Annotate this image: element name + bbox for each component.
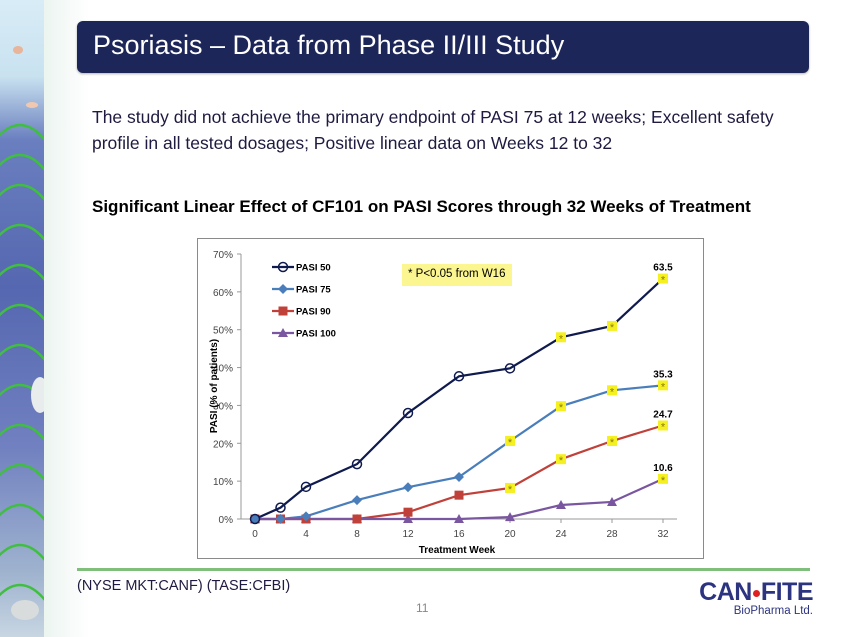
significant-point-pasi-75-glyph: * [610, 386, 615, 398]
significant-point-pasi-75-glyph: * [559, 402, 564, 414]
significant-point-pasi-100-glyph: * [661, 475, 666, 487]
y-axis-title: PASI (% of patients) [209, 339, 220, 433]
y-tick-label: 70% [213, 250, 233, 261]
data-point-pasi-50 [402, 407, 414, 419]
series-line-pasi-50 [254, 277, 664, 521]
significant-point-pasi-90 [505, 482, 515, 493]
x-tick-label: 0 [252, 529, 258, 540]
y-tick-label: 20% [213, 439, 233, 450]
data-point-pasi-75 [275, 514, 286, 524]
data-point-pasi-50 [275, 502, 286, 513]
company-logo: CAN FITE BioPharma Ltd. [688, 578, 813, 618]
significant-point-pasi-90 [658, 420, 668, 431]
significant-point-pasi-100 [658, 473, 668, 484]
legend-marker-pasi-50 [277, 261, 289, 273]
title-bar: Psoriasis – Data from Phase II/III Study [77, 21, 809, 73]
y-tick-label: 50% [213, 326, 233, 337]
data-point-pasi-75 [352, 495, 362, 506]
significant-point-pasi-90-glyph: * [661, 421, 666, 433]
data-point-pasi-90 [352, 514, 362, 524]
data-point-pasi-50 [300, 481, 312, 493]
data-point-pasi-50 [351, 458, 363, 470]
legend-label-pasi-100: PASI 100 [296, 329, 336, 340]
data-point-pasi-75 [454, 471, 464, 482]
data-point-pasi-75 [301, 511, 311, 522]
data-point-pasi-50 [453, 371, 465, 382]
significant-point-pasi-75 [658, 380, 668, 391]
x-tick-label: 12 [402, 529, 414, 540]
significant-point-pasi-75-glyph: * [661, 381, 666, 393]
data-label-pasi-50: 63.5 [653, 263, 673, 274]
significant-point-pasi-90-glyph: * [559, 455, 564, 467]
data-point-pasi-75 [250, 514, 260, 524]
significant-point-pasi-50 [658, 273, 668, 284]
data-point-pasi-50 [249, 513, 261, 525]
data-point-pasi-75 [403, 482, 413, 493]
logo-wordmark: CAN FITE [699, 578, 813, 607]
data-point-pasi-50 [504, 363, 516, 374]
data-point-pasi-100 [505, 512, 515, 522]
y-tick-label: 0% [219, 515, 234, 526]
significant-point-pasi-50 [556, 332, 566, 343]
annotation-text: * P<0.05 from W16 [408, 268, 506, 280]
legend-marker-pasi-100 [278, 328, 288, 337]
significant-point-pasi-75 [607, 385, 617, 396]
significant-point-pasi-90-glyph: * [610, 437, 615, 449]
legend-label-pasi-50: PASI 50 [296, 263, 331, 274]
data-point-pasi-100 [607, 496, 617, 506]
significant-point-pasi-75 [505, 436, 515, 447]
logo-subtitle: BioPharma Ltd. [733, 605, 813, 617]
logo-dot-icon [752, 589, 760, 597]
data-point-pasi-100 [454, 514, 464, 523]
x-tick-label: 16 [453, 529, 465, 540]
data-label-pasi-100: 10.6 [653, 463, 673, 474]
significant-point-pasi-50-glyph: * [559, 333, 564, 345]
legend-marker-pasi-90 [278, 306, 288, 316]
x-tick-label: 4 [303, 529, 309, 540]
data-point-pasi-100 [556, 499, 566, 509]
logo-part1: CAN [699, 578, 752, 606]
x-tick-label: 28 [606, 529, 618, 540]
legend-label-pasi-90: PASI 90 [296, 307, 331, 318]
significant-point-pasi-75-glyph: * [508, 437, 513, 449]
y-tick-label: 30% [213, 401, 233, 412]
significant-point-pasi-50 [607, 320, 617, 331]
decorative-fade [44, 0, 90, 637]
significant-point-pasi-90 [556, 454, 566, 465]
y-tick-label: 40% [213, 364, 233, 375]
legend-label-pasi-75: PASI 75 [296, 285, 331, 296]
footer-divider [77, 568, 810, 571]
data-point-pasi-90 [454, 490, 464, 500]
significance-annotation: * P<0.05 from W16 [402, 264, 512, 286]
significant-point-pasi-90-glyph: * [508, 484, 513, 496]
x-axis-title: Treatment Week [419, 545, 496, 556]
page-number: 11 [416, 601, 429, 615]
series-line-pasi-75 [255, 384, 664, 521]
x-tick-label: 8 [354, 529, 360, 540]
legend-marker-pasi-75 [278, 284, 288, 294]
decorative-side-art [0, 0, 44, 637]
y-tick-label: 60% [213, 288, 233, 299]
helix-decoration-icon [0, 46, 44, 620]
data-label-pasi-75: 35.3 [653, 369, 673, 380]
stock-ticker: (NYSE MKT:CANF) (TASE:CFBI) [77, 578, 291, 594]
series-line-pasi-100 [255, 477, 664, 521]
x-tick-label: 20 [504, 529, 516, 540]
significant-point-pasi-50-glyph: * [610, 322, 615, 334]
significant-point-pasi-90 [607, 436, 617, 447]
slide-title: Psoriasis – Data from Phase II/III Study [93, 30, 565, 60]
data-label-pasi-90: 24.7 [653, 409, 673, 420]
data-point-pasi-90 [403, 507, 413, 517]
logo-part2: FITE [760, 578, 814, 606]
y-tick-label: 10% [213, 477, 233, 488]
x-tick-label: 32 [657, 529, 669, 540]
chart-subtitle: Significant Linear Effect of CF101 on PA… [92, 197, 751, 216]
significant-point-pasi-50-glyph: * [661, 275, 666, 287]
data-point-pasi-100 [403, 514, 413, 523]
x-tick-label: 24 [555, 529, 567, 540]
significant-point-pasi-75 [556, 401, 566, 412]
intro-text: The study did not achieve the primary en… [92, 107, 774, 153]
